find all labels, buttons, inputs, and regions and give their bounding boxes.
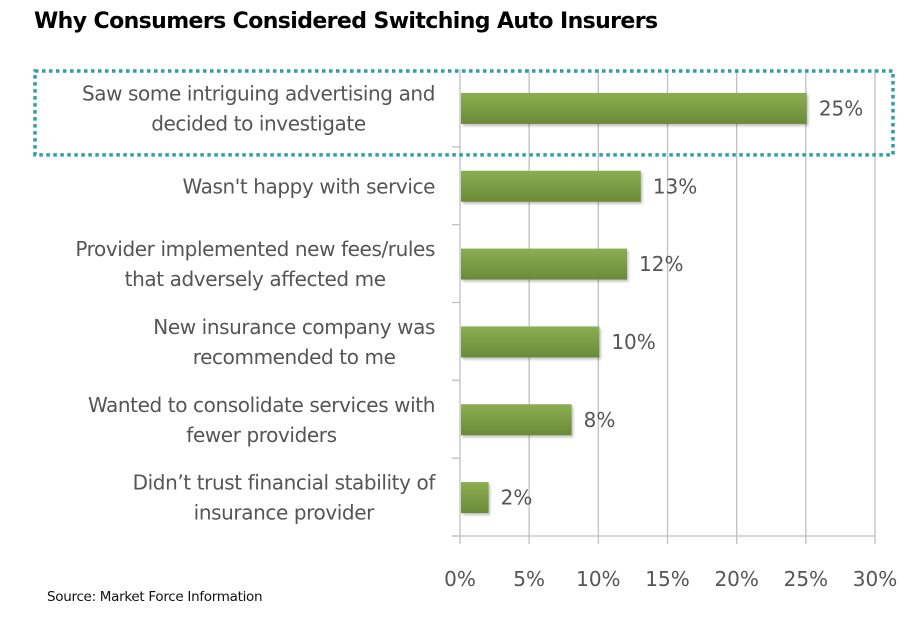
x-tick-label: 10% <box>576 567 620 591</box>
category-label-line: New insurance company was <box>153 315 435 339</box>
category-label-line: decided to investigate <box>151 111 366 135</box>
category-label: Wanted to consolidate services with fewer… <box>88 393 435 447</box>
x-tick-label: 5% <box>513 567 545 591</box>
category-label: Wasn't happy with service <box>183 174 436 198</box>
category-label: New insurance company was recommended to … <box>153 315 435 369</box>
category-label: Saw some intriguing advertising and decid… <box>82 81 435 135</box>
x-tick-label: 20% <box>714 567 758 591</box>
bar <box>461 326 600 358</box>
data-label: 13% <box>653 174 697 198</box>
gridlines <box>459 69 876 544</box>
category-label-line: Provider implemented new fees/rules <box>75 237 435 261</box>
category-label-line: recommended to me <box>193 345 396 369</box>
bar <box>461 92 807 124</box>
x-tick-label: 15% <box>645 567 689 591</box>
category-label: Didn’t trust financial stability of insur… <box>133 471 437 525</box>
bar <box>461 170 641 202</box>
data-label: 12% <box>639 252 683 276</box>
category-label-line: Didn’t trust financial stability of <box>133 471 437 495</box>
axes <box>452 146 875 537</box>
category-label-line: insurance provider <box>194 501 375 525</box>
bars <box>461 92 807 514</box>
category-labels: Saw some intriguing advertising and decid… <box>75 81 436 524</box>
category-label-line: Wasn't happy with service <box>183 174 436 198</box>
data-label: 10% <box>611 330 655 354</box>
source-note: Source: Market Force Information <box>47 589 263 605</box>
x-tick-label: 25% <box>784 567 828 591</box>
category-label-line: Saw some intriguing advertising and <box>82 81 435 105</box>
category-label-line: that adversely affected me <box>125 267 386 291</box>
bar <box>461 404 572 436</box>
bar <box>461 248 627 280</box>
x-tick-labels: 0% 5% 10% 15% 20% 25% 30% <box>444 567 897 591</box>
category-label-line: fewer providers <box>186 423 336 447</box>
bar <box>461 482 489 514</box>
category-label: Provider implemented new fees/rules that … <box>75 237 435 291</box>
x-tick-label: 30% <box>853 567 897 591</box>
data-label: 2% <box>501 486 533 510</box>
chart-title: Why Consumers Considered Switching Auto … <box>34 9 658 34</box>
data-label: 25% <box>819 96 863 120</box>
category-label-line: Wanted to consolidate services with <box>88 393 435 417</box>
data-labels: 25% 13% 12% 10% 8% 2% <box>501 96 864 509</box>
data-label: 8% <box>584 408 616 432</box>
highlight-box <box>33 69 895 157</box>
x-tick-label: 0% <box>444 567 476 591</box>
